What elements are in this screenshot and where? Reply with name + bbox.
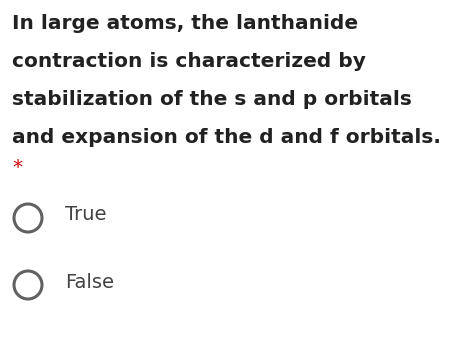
Text: False: False xyxy=(65,273,114,292)
Text: contraction is characterized by: contraction is characterized by xyxy=(12,52,366,71)
Text: and expansion of the d and f orbitals.: and expansion of the d and f orbitals. xyxy=(12,128,441,147)
Text: True: True xyxy=(65,206,106,225)
Text: In large atoms, the lanthanide: In large atoms, the lanthanide xyxy=(12,14,358,33)
Text: stabilization of the s and p orbitals: stabilization of the s and p orbitals xyxy=(12,90,412,109)
Text: *: * xyxy=(12,158,22,177)
